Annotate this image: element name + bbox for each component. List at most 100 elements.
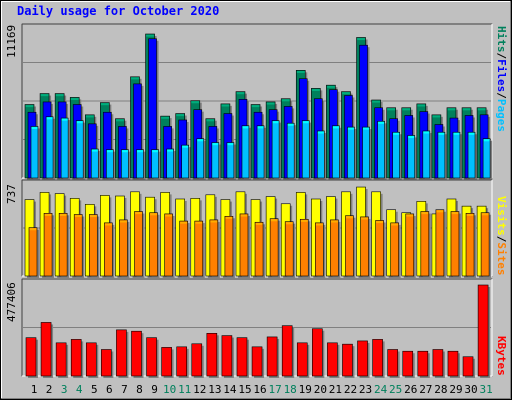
files-bar-highlight	[119, 127, 126, 130]
sites-bar-highlight	[59, 213, 67, 216]
files-bar-highlight	[435, 125, 443, 128]
visits-bar-highlight	[85, 204, 94, 207]
kbytes-bar	[101, 349, 112, 377]
kbytes-bar-highlight	[297, 343, 307, 346]
files-bar-highlight	[179, 120, 187, 123]
pages-bar	[362, 126, 370, 179]
files-bar-highlight	[375, 108, 383, 111]
visits-bar-highlight	[40, 193, 49, 196]
pages-bar	[392, 131, 400, 179]
hits-bar-highlight	[342, 92, 350, 95]
sites-bar-highlight	[315, 223, 323, 226]
day-label: 29	[449, 383, 462, 396]
files-bar-highlight	[239, 99, 247, 102]
kbytes-bar-highlight	[463, 357, 473, 360]
day-label: 16	[253, 383, 266, 396]
day-label: 18	[284, 383, 297, 396]
visits-bar-highlight	[477, 206, 486, 209]
pages-bar-highlight	[197, 139, 204, 142]
pages-bar-highlight	[182, 145, 189, 148]
hits-bar-highlight	[477, 108, 486, 111]
pages-bar	[347, 126, 355, 179]
files-bar-highlight	[450, 118, 458, 121]
sites-bar-highlight	[481, 213, 489, 216]
pages-bar-highlight	[91, 149, 98, 152]
day-label: 27	[419, 383, 432, 396]
kbytes-bar-highlight	[26, 338, 36, 341]
hits-bar-highlight	[296, 70, 305, 73]
sites-bar	[375, 220, 384, 277]
kbytes-bar-highlight	[192, 344, 202, 347]
kbytes-bar-highlight	[312, 329, 322, 332]
sites-bar-highlight	[346, 216, 353, 219]
sites-bar-highlight	[421, 212, 429, 215]
kbytes-bar	[477, 284, 489, 377]
sites-bar-highlight	[180, 221, 188, 224]
sites-bar-highlight	[391, 223, 399, 226]
pages-bar	[90, 148, 99, 179]
kbytes-bar	[372, 339, 383, 377]
kbytes-bar-highlight	[328, 343, 337, 346]
kbytes-bar	[146, 337, 157, 377]
files-bar-highlight	[88, 124, 96, 127]
kbytes-bar	[312, 328, 323, 377]
files-bar-highlight	[420, 112, 428, 115]
visits-bar-highlight	[161, 193, 170, 196]
sites-bar-highlight	[120, 220, 127, 223]
hits-bar-highlight	[402, 108, 411, 111]
kbytes-bar	[25, 337, 37, 377]
files-bar-highlight	[269, 110, 277, 113]
kbytes-bar-highlight	[358, 341, 367, 344]
hits-bar-highlight	[100, 103, 109, 106]
pages-bar	[181, 144, 189, 179]
hits-bar-highlight	[266, 102, 275, 105]
sites-bar	[28, 227, 38, 277]
day-label: 22	[344, 383, 357, 396]
files-bar-highlight	[224, 114, 232, 117]
files-bar-highlight	[194, 110, 202, 113]
kbytes-bar-highlight	[478, 285, 488, 288]
visits-bar-highlight	[281, 204, 290, 207]
kbytes-bar-highlight	[41, 323, 51, 326]
kbytes-bar-highlight	[101, 350, 111, 353]
pages-bar-highlight	[242, 126, 249, 129]
files-bar-highlight	[405, 116, 413, 119]
hits-bar-highlight	[40, 94, 49, 97]
visits-bar-highlight	[417, 201, 426, 204]
day-label: 6	[106, 383, 113, 396]
sites-bar-highlight	[225, 216, 233, 219]
day-label: 26	[404, 383, 417, 396]
sites-bar	[104, 222, 113, 277]
pages-bar	[422, 130, 431, 179]
sites-bar-highlight	[74, 215, 82, 218]
files-bar-highlight	[254, 112, 262, 115]
hits-bar-highlight	[206, 119, 215, 122]
kbytes-bar	[236, 337, 248, 377]
sites-bar-highlight	[165, 214, 173, 217]
kbytes-bar-highlight	[132, 331, 141, 334]
hits-bar-highlight	[221, 104, 230, 107]
pages-bar-highlight	[272, 121, 279, 124]
day-label: 5	[91, 383, 98, 396]
day-label: 11	[178, 383, 191, 396]
visits-bar-highlight	[251, 200, 260, 203]
hits-bar-highlight	[85, 115, 94, 118]
files-bar-highlight	[28, 112, 36, 115]
kbytes-bar-highlight	[237, 338, 247, 341]
sites-bar-highlight	[44, 213, 52, 216]
hits-bar-highlight	[70, 98, 79, 101]
visits-bar-highlight	[100, 196, 109, 199]
pages-bar-highlight	[76, 121, 83, 124]
sites-bar	[179, 220, 188, 277]
sites-bar	[390, 222, 399, 277]
kbytes-bar-highlight	[267, 337, 277, 340]
visits-bar-highlight	[146, 197, 154, 200]
kbytes-bar-highlight	[162, 348, 172, 351]
kbytes-bar-highlight	[418, 351, 428, 354]
hits-bar-highlight	[462, 108, 471, 111]
day-label: 19	[299, 383, 312, 396]
pages-bar	[166, 148, 174, 179]
pages-bar-highlight	[408, 136, 415, 139]
pages-bar	[60, 117, 69, 179]
sites-bar	[465, 213, 475, 277]
